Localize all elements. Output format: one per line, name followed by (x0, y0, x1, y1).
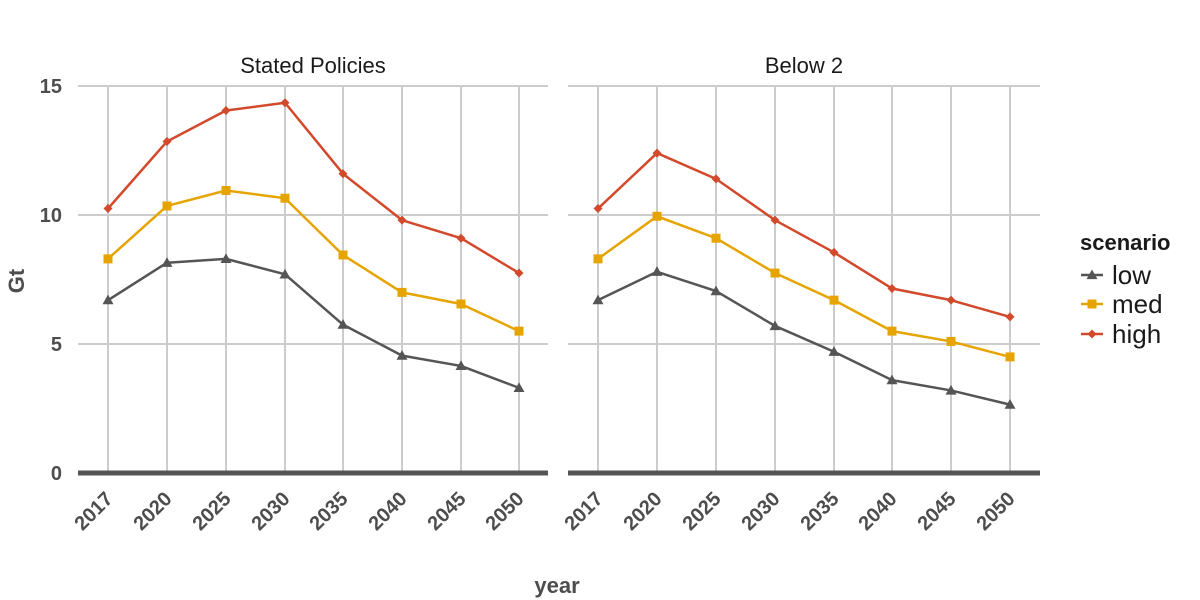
x-tick-label: 2040 (855, 488, 902, 535)
data-point-low (279, 268, 291, 279)
data-point-med (593, 254, 603, 264)
data-point-high (280, 98, 290, 108)
x-tick-label: 2017 (71, 488, 118, 535)
data-point-low (513, 382, 525, 392)
data-point-low (220, 253, 232, 263)
data-point-med (1005, 352, 1015, 362)
data-point-low (1004, 399, 1016, 409)
x-tick-label: 2020 (130, 488, 177, 535)
data-point-med (280, 193, 290, 203)
series-line-low (597, 270, 1011, 406)
data-point-low (592, 294, 604, 305)
data-point-med (514, 326, 524, 336)
legend-title: scenario (1080, 230, 1171, 255)
data-point-med (770, 268, 780, 278)
data-point-high (593, 204, 603, 214)
facet-label: Below 2 (765, 53, 843, 78)
data-point-high (887, 284, 897, 294)
data-point-low (945, 384, 957, 395)
x-tick-label: 2050 (973, 488, 1020, 535)
data-point-high (1005, 312, 1015, 322)
data-point-high (514, 268, 524, 278)
x-tick-label: 2035 (306, 488, 353, 535)
x-tick-label: 2050 (482, 488, 529, 535)
x-tick-label: 2045 (914, 488, 961, 535)
data-point-med (338, 250, 348, 260)
data-point-med (946, 336, 956, 346)
data-point-high (946, 295, 956, 305)
legend-item-low: low (1081, 260, 1151, 290)
series-line-med (107, 189, 520, 333)
data-point-low (769, 320, 781, 331)
data-point-med (103, 254, 113, 264)
x-tick-label: 2030 (738, 488, 785, 535)
data-point-high (221, 106, 231, 116)
data-point-low (396, 350, 408, 360)
data-point-low (161, 257, 173, 267)
legend-item-med: med (1081, 289, 1163, 319)
x-tick-label: 2017 (561, 488, 608, 535)
x-tick-label: 2025 (679, 488, 726, 535)
data-point-med (652, 211, 662, 221)
data-point-low (886, 374, 898, 385)
series-line-high (597, 151, 1011, 319)
y-tick-label: 5 (51, 334, 62, 356)
data-point-low (710, 285, 722, 296)
legend-key-marker (1086, 269, 1098, 280)
x-tick-label: 2035 (797, 488, 844, 535)
data-point-low (651, 266, 663, 276)
panel-below-2: Below 2 2017 2020 2025 2030 2035 2040 2045 2050 (561, 53, 1040, 535)
data-point-high (711, 174, 721, 184)
y-tick-label: 10 (40, 205, 62, 227)
data-point-med (829, 295, 839, 305)
series-line-med (597, 215, 1011, 359)
data-point-high (103, 204, 113, 214)
y-tick-label: 0 (51, 463, 62, 485)
data-point-low (337, 319, 349, 329)
data-point-high (829, 247, 839, 257)
legend-key-marker (1087, 329, 1097, 339)
data-point-med (397, 287, 407, 297)
data-point-med (887, 326, 897, 336)
legend-label: low (1112, 260, 1151, 290)
data-point-high (338, 169, 348, 179)
x-tick-label: 2045 (424, 488, 471, 535)
data-point-low (828, 346, 840, 356)
y-axis-title: Gt (4, 268, 29, 293)
x-tick-label: 2020 (620, 488, 667, 535)
data-point-high (162, 136, 172, 146)
data-point-med (456, 299, 466, 309)
series-line-high (107, 101, 520, 275)
legend-label: med (1112, 289, 1163, 319)
data-point-high (770, 215, 780, 225)
legend-key-marker (1087, 299, 1097, 309)
data-point-high (652, 148, 662, 158)
data-point-low (102, 294, 114, 305)
panel-stated-policies: Stated Policies 2017 2020 2025 2030 2035 2040 2… (71, 53, 548, 535)
legend-item-high: high (1081, 319, 1161, 349)
data-point-med (221, 185, 231, 195)
data-point-med (711, 233, 721, 243)
facet-label: Stated Policies (240, 53, 386, 78)
data-point-med (162, 201, 172, 211)
x-axis-title: year (534, 573, 580, 598)
data-point-high (456, 233, 466, 243)
x-tick-label: 2030 (248, 488, 295, 535)
data-point-low (455, 360, 467, 371)
series-line-low (107, 257, 520, 390)
x-tick-label: 2040 (365, 488, 412, 535)
y-tick-label: 15 (40, 76, 62, 98)
data-point-high (397, 215, 407, 225)
x-tick-label: 2025 (189, 488, 236, 535)
legend-label: high (1112, 319, 1161, 349)
